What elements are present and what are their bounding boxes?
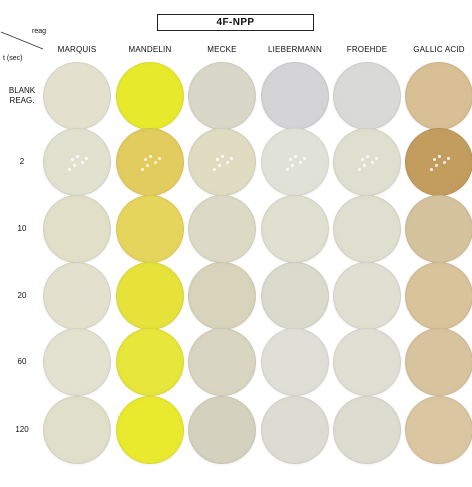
reagent-column-label: GALLIC ACID xyxy=(413,45,465,54)
crystal-speck xyxy=(218,164,221,167)
test-well xyxy=(333,128,401,196)
test-well xyxy=(188,328,256,396)
crystal-speck xyxy=(286,168,289,171)
crystal-speck xyxy=(447,157,450,160)
test-well xyxy=(333,62,401,130)
crystal-speck xyxy=(146,164,149,167)
crystal-speck xyxy=(71,158,74,161)
crystal-speck xyxy=(435,164,438,167)
crystal-speck xyxy=(149,155,152,158)
crystal-speck xyxy=(366,155,369,158)
reagent-column-label: MANDELIN xyxy=(128,45,172,54)
crystal-speck xyxy=(433,158,436,161)
crystal-speck xyxy=(213,168,216,171)
crystal-speck xyxy=(216,158,219,161)
test-well xyxy=(261,396,329,464)
time-row-label-line1: 120 xyxy=(15,425,29,434)
time-axis-label: t (sec) xyxy=(3,55,23,62)
test-well xyxy=(333,262,401,330)
reagent-column-label: MARQUIS xyxy=(57,45,97,54)
crystal-speck xyxy=(221,155,224,158)
time-row-label: 120 xyxy=(1,425,43,435)
crystal-speck xyxy=(76,155,79,158)
crystal-speck xyxy=(230,157,233,160)
crystal-speck xyxy=(294,155,297,158)
test-well xyxy=(188,396,256,464)
test-well xyxy=(261,262,329,330)
crystal-speck xyxy=(226,161,229,164)
test-well xyxy=(188,62,256,130)
test-well xyxy=(116,328,184,396)
test-well xyxy=(116,128,184,196)
crystal-speck xyxy=(141,168,144,171)
crystal-speck xyxy=(361,158,364,161)
test-well xyxy=(43,128,111,196)
test-well xyxy=(405,195,472,263)
crystal-speck xyxy=(371,161,374,164)
test-well xyxy=(333,328,401,396)
page-title: 4F-NPP xyxy=(216,17,255,28)
time-row-label-line2: REAG. xyxy=(9,96,35,105)
corner-divider-line xyxy=(0,31,44,50)
crystal-speck xyxy=(154,161,157,164)
test-well xyxy=(43,62,111,130)
crystal-speck xyxy=(68,168,71,171)
test-well xyxy=(43,195,111,263)
test-well xyxy=(405,262,472,330)
crystal-speck xyxy=(85,157,88,160)
time-row-label: 10 xyxy=(1,224,43,234)
crystal-speck xyxy=(363,164,366,167)
test-well xyxy=(116,262,184,330)
crystal-speck xyxy=(291,164,294,167)
test-well xyxy=(188,128,256,196)
test-well xyxy=(405,128,472,196)
test-well xyxy=(405,396,472,464)
crystal-speck xyxy=(144,158,147,161)
time-row-label-line1: 20 xyxy=(17,291,27,300)
time-row-label-line1: BLANK xyxy=(8,86,36,95)
reagent-column-label: FROEHDE xyxy=(346,45,388,54)
crystal-speck xyxy=(303,157,306,160)
test-well xyxy=(116,195,184,263)
test-well xyxy=(333,195,401,263)
time-row-label: 20 xyxy=(1,291,43,301)
time-row-label-line1: 60 xyxy=(17,357,27,366)
title-box: 4F-NPP xyxy=(157,14,314,31)
test-well xyxy=(405,328,472,396)
test-well xyxy=(188,262,256,330)
crystal-speck xyxy=(358,168,361,171)
test-well xyxy=(261,328,329,396)
crystal-speck xyxy=(73,164,76,167)
crystal-speck xyxy=(158,157,161,160)
time-row-label: 60 xyxy=(1,357,43,367)
crystal-speck xyxy=(81,161,84,164)
time-row-label-line1: 2 xyxy=(19,157,25,166)
reagent-column-label: MECKE xyxy=(207,45,237,54)
test-well xyxy=(43,396,111,464)
test-well xyxy=(116,62,184,130)
crystal-speck xyxy=(299,161,302,164)
crystal-speck xyxy=(375,157,378,160)
crystal-speck xyxy=(430,168,433,171)
crystal-speck xyxy=(289,158,292,161)
test-well xyxy=(261,128,329,196)
test-well xyxy=(116,396,184,464)
crystal-speck xyxy=(443,161,446,164)
test-well xyxy=(333,396,401,464)
test-well xyxy=(188,195,256,263)
time-row-label-line1: 10 xyxy=(17,224,27,233)
test-well xyxy=(43,328,111,396)
reagent-axis-label: reag xyxy=(32,28,47,35)
reagent-column-label: LIEBERMANN xyxy=(267,45,322,54)
test-well xyxy=(43,262,111,330)
test-well xyxy=(405,62,472,130)
crystal-speck xyxy=(438,155,441,158)
time-row-label: 2 xyxy=(1,157,43,167)
test-well xyxy=(261,62,329,130)
time-row-label: BLANK REAG. xyxy=(1,86,43,106)
test-well xyxy=(261,195,329,263)
